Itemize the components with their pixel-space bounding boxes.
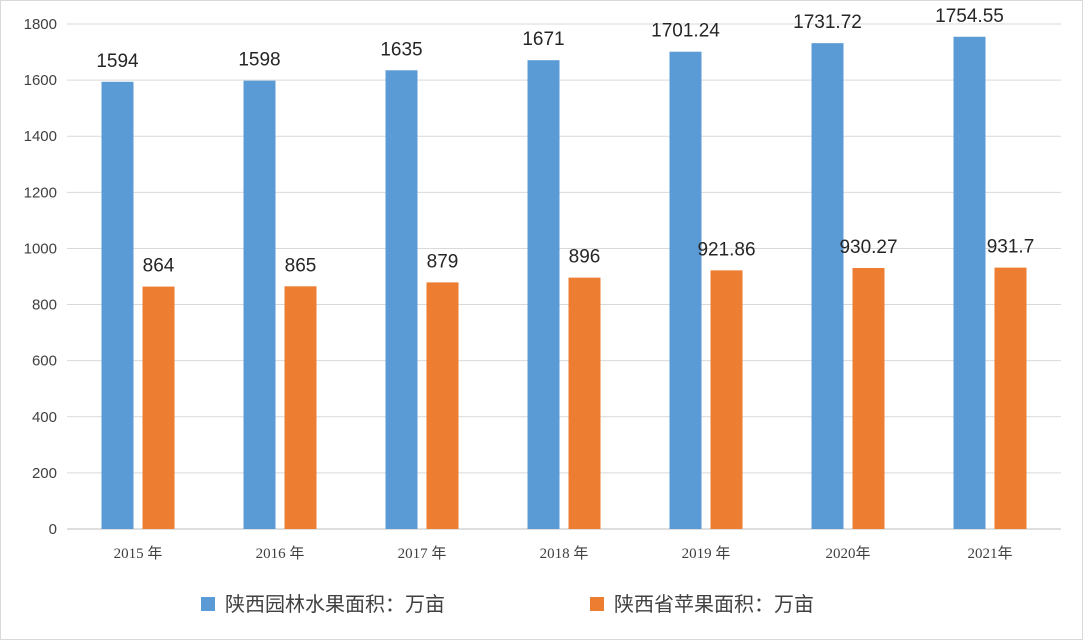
- data-label: 1701.24: [651, 21, 720, 42]
- data-label: 864: [143, 256, 175, 277]
- y-tick-label: 800: [32, 297, 57, 314]
- bar-series-1: [811, 43, 844, 529]
- bar-series-2: [568, 277, 601, 529]
- bar-series-1: [953, 36, 986, 529]
- y-tick-label: 0: [49, 521, 57, 538]
- data-labels: 1594 864 1598 865 1635 879 1671 896 1701.24 921.8…: [96, 6, 1034, 277]
- y-tick-label: 1800: [24, 16, 57, 33]
- legend-swatch: [590, 597, 604, 611]
- data-label: 921.86: [697, 239, 755, 260]
- y-tick-label: 400: [32, 409, 57, 426]
- bar-series-1: [385, 70, 418, 530]
- data-label: 1731.72: [793, 12, 862, 33]
- data-label: 896: [569, 247, 601, 268]
- x-tick-label: 2018 年: [540, 545, 589, 562]
- data-label: 1594: [96, 51, 139, 72]
- bar-series-1: [101, 81, 134, 530]
- y-tick-label: 1000: [24, 240, 57, 257]
- x-tick-label: 2016 年: [256, 545, 305, 562]
- bar-series-2: [994, 267, 1027, 529]
- data-label: 1671: [522, 29, 564, 50]
- bars: [101, 36, 1027, 530]
- x-tick-label: 2015 年: [114, 545, 163, 562]
- bar-series-1: [669, 51, 702, 529]
- bar-series-2: [142, 286, 175, 529]
- x-tick-label: 2017 年: [398, 545, 447, 562]
- bar-series-1: [527, 60, 560, 530]
- data-label: 1635: [380, 39, 422, 60]
- bar-series-2: [284, 286, 317, 529]
- y-tick-label: 1400: [24, 128, 57, 145]
- gridlines: [67, 23, 1061, 474]
- legend-swatch: [201, 597, 215, 611]
- y-tick-label: 200: [32, 465, 57, 482]
- x-tick-label: 2020年: [825, 545, 870, 562]
- y-tick-label: 1200: [24, 184, 57, 201]
- y-tick-label: 1600: [24, 72, 57, 89]
- bar-series-2: [852, 268, 885, 529]
- data-label: 1598: [238, 50, 280, 71]
- data-label: 931.7: [987, 237, 1035, 258]
- bar-series-2: [710, 270, 743, 529]
- data-label: 865: [285, 255, 317, 276]
- axes: 0 200 400 600 800 1000 1200 1400 1600 1800 2015 年 2…: [24, 16, 1061, 562]
- data-label: 879: [427, 251, 459, 272]
- x-tick-label: 2019 年: [682, 545, 731, 562]
- y-tick-label: 600: [32, 353, 57, 370]
- legend: 陕西园林水果面积：万亩 陕西省苹果面积：万亩: [201, 592, 814, 616]
- legend-label: 陕西园林水果面积：万亩: [225, 592, 445, 616]
- data-label: 930.27: [839, 237, 897, 258]
- bar-series-2: [426, 282, 459, 529]
- x-tick-label: 2021年: [967, 545, 1012, 562]
- data-label: 1754.55: [935, 6, 1004, 27]
- bar-series-1: [243, 80, 276, 529]
- legend-label: 陕西省苹果面积：万亩: [614, 592, 814, 616]
